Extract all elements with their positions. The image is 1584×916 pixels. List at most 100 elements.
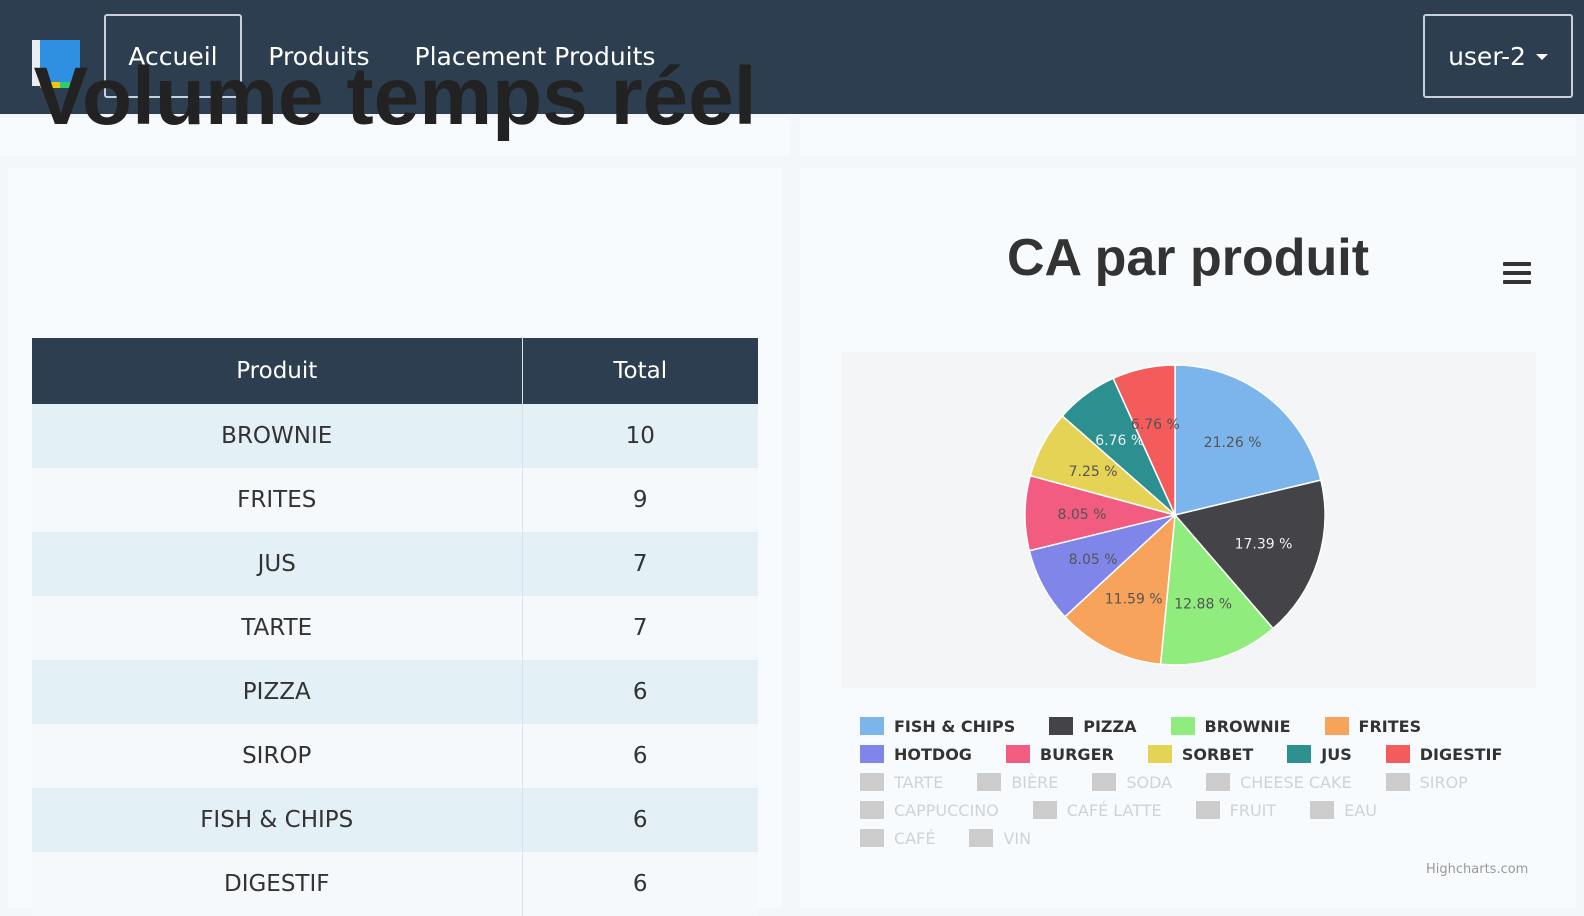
legend-label: BROWNIE xyxy=(1204,716,1291,736)
legend-item[interactable]: SIROP xyxy=(1385,772,1468,792)
legend-label: BIÈRE xyxy=(1011,772,1059,792)
legend-label: SODA xyxy=(1126,772,1173,792)
legend-swatch xyxy=(1195,801,1220,819)
product-cell: SIROP xyxy=(32,724,522,788)
product-cell: FISH & CHIPS xyxy=(32,788,522,852)
legend-label: FRITES xyxy=(1358,716,1422,736)
total-cell: 6 xyxy=(521,660,758,724)
legend-item[interactable]: SORBET xyxy=(1147,744,1254,764)
table-row: BROWNIE 10 xyxy=(32,404,758,468)
legend-item[interactable]: HOTDOG xyxy=(860,745,972,764)
nav-accueil[interactable]: Accueil xyxy=(104,14,242,98)
total-cell: 6 xyxy=(521,852,758,916)
legend-label: FRUIT xyxy=(1229,800,1277,820)
pie-slice[interactable] xyxy=(1174,364,1322,516)
app-logo-icon[interactable] xyxy=(30,38,82,90)
table-row: FRITES 9 xyxy=(32,468,758,532)
nav-placement-produits[interactable]: Placement Produits xyxy=(414,41,656,71)
legend-label: CHEESE CAKE xyxy=(1240,772,1352,792)
pie-slice[interactable] xyxy=(1063,513,1176,666)
legend-swatch xyxy=(860,717,884,735)
legend-swatch xyxy=(1049,717,1074,735)
legend-label: PIZZA xyxy=(1083,716,1137,736)
chart-title: CA par produit xyxy=(1006,229,1370,287)
legend-swatch xyxy=(1147,745,1172,763)
top-strip-right xyxy=(800,118,1576,156)
legend-item[interactable]: CAFÉ LATTE xyxy=(1032,800,1162,820)
legend-swatch xyxy=(1206,773,1231,791)
pie-slice-label: 6.76 % xyxy=(1095,433,1144,449)
product-cell: FRITES xyxy=(32,468,522,532)
top-strip-left xyxy=(0,118,790,156)
legend-label: DIGESTIF xyxy=(1419,744,1503,764)
volume-title: Volume temps réel xyxy=(33,51,757,142)
product-cell: TARTE xyxy=(32,596,522,660)
pie-slice-label: 7.25 % xyxy=(1069,464,1118,480)
legend-row: TARTE BIÈRE SODA CHEESE CAKE SIROP xyxy=(860,768,1540,796)
legend-row: CAFÉ VIN xyxy=(860,824,1540,852)
legend-item[interactable]: SODA xyxy=(1092,773,1172,792)
legend-swatch xyxy=(860,773,884,791)
legend-item[interactable]: BROWNIE xyxy=(1170,716,1291,736)
legend-row: FISH & CHIPS PIZZA BROWNIE FRITES xyxy=(860,712,1540,740)
total-cell: 7 xyxy=(521,596,758,660)
legend-label: SORBET xyxy=(1181,744,1254,764)
pie-slice[interactable] xyxy=(1112,364,1176,516)
pie-slice[interactable] xyxy=(1159,513,1275,666)
legend-item[interactable]: FRUIT xyxy=(1195,800,1277,820)
table-row: SIROP 6 xyxy=(32,724,758,788)
chart-menu-icon[interactable] xyxy=(1503,262,1531,284)
legend-item[interactable]: DIGESTIF xyxy=(1385,744,1503,764)
total-cell: 6 xyxy=(521,788,758,852)
legend-item[interactable]: CAPPUCCINO xyxy=(860,801,999,820)
legend-label: VIN xyxy=(1003,828,1032,848)
legend-label: TARTE xyxy=(894,772,944,792)
legend-item[interactable]: JUS xyxy=(1287,745,1352,764)
legend-item[interactable]: PIZZA xyxy=(1049,716,1137,736)
legend-item[interactable]: CHEESE CAKE xyxy=(1206,773,1352,792)
pie-chart: 21.26 % 17.39 % 12.88 % 11.59 % 8.05 % 8.05 %… xyxy=(1024,364,1326,666)
legend-item[interactable]: VIN xyxy=(969,829,1031,848)
legend-item[interactable]: EAU xyxy=(1310,801,1377,820)
table-row: PIZZA 6 xyxy=(32,660,758,724)
nav-produits[interactable]: Produits xyxy=(268,41,370,71)
table-row: TARTE 7 xyxy=(32,596,758,660)
chart-credits[interactable]: Highcharts.com xyxy=(1426,862,1529,877)
user-menu-dropdown[interactable]: user-2 xyxy=(1423,14,1573,98)
legend-row: HOTDOG BURGER SORBET JUS DIGESTIF xyxy=(860,740,1540,768)
legend-label: CAPPUCCINO xyxy=(894,800,999,820)
legend-swatch xyxy=(1170,717,1195,735)
legend-label: BURGER xyxy=(1039,744,1114,764)
total-cell: 6 xyxy=(521,724,758,788)
table-row: JUS 7 xyxy=(32,532,758,596)
column-header-total: Total xyxy=(521,338,758,404)
legend-label: CAFÉ LATTE xyxy=(1066,800,1162,820)
table-row: DIGESTIF 6 xyxy=(32,852,758,916)
legend-swatch xyxy=(860,829,884,847)
table-row: FISH & CHIPS 6 xyxy=(32,788,758,852)
user-name: user-2 xyxy=(1448,41,1526,71)
legend-item[interactable]: FRITES xyxy=(1324,716,1422,736)
table-header-row: Produit Total xyxy=(32,338,758,404)
volume-table: Produit Total BROWNIE 10 FRITES 9 JUS 7 TAR… xyxy=(32,338,758,916)
legend-item[interactable]: BIÈRE xyxy=(977,773,1058,792)
legend-label: HOTDOG xyxy=(894,744,972,764)
pie-slice[interactable] xyxy=(1173,479,1326,630)
legend-item[interactable]: CAFÉ xyxy=(860,829,935,848)
legend-label: SIROP xyxy=(1419,772,1468,792)
total-cell: 10 xyxy=(521,404,758,468)
legend-swatch xyxy=(1032,801,1057,819)
legend-item[interactable]: FISH & CHIPS xyxy=(860,717,1015,736)
legend-item[interactable]: TARTE xyxy=(860,773,943,792)
total-cell: 9 xyxy=(521,468,758,532)
legend-swatch xyxy=(1385,773,1410,791)
pie-slice-label: 12.88 % xyxy=(1174,597,1232,613)
legend-swatch xyxy=(1324,717,1349,735)
legend-swatch xyxy=(1005,745,1030,763)
product-cell: BROWNIE xyxy=(32,404,522,468)
pie-slice-label: 11.59 % xyxy=(1105,591,1163,607)
legend-item[interactable]: BURGER xyxy=(1005,744,1114,764)
pie-slice-label: 21.26 % xyxy=(1204,435,1262,451)
legend-swatch xyxy=(860,745,884,763)
caret-down-icon xyxy=(1535,54,1548,60)
